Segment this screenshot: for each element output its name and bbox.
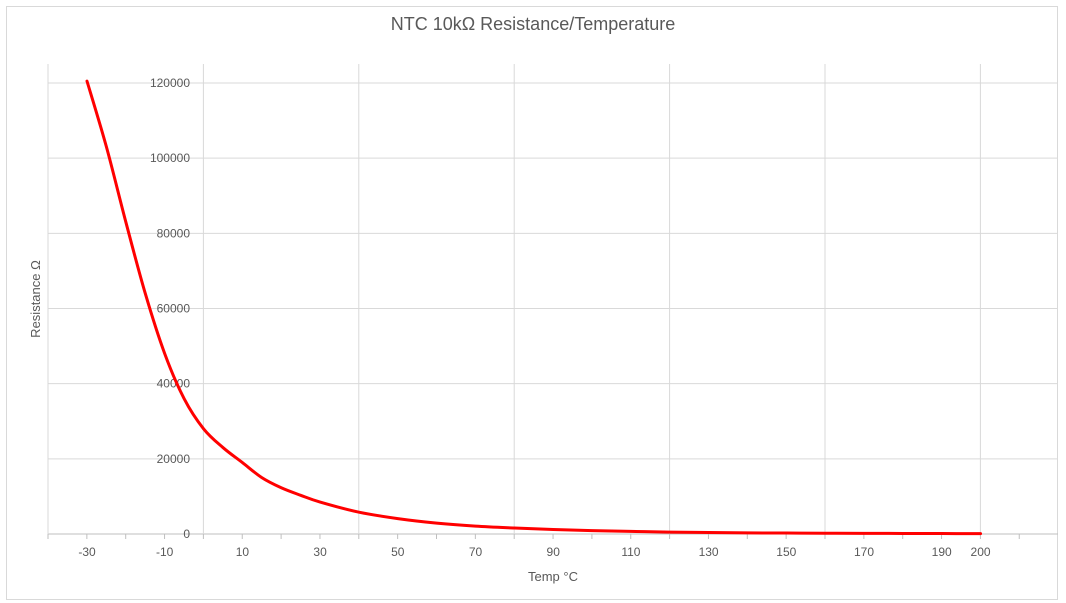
x-tick-label: 110: [621, 545, 640, 559]
y-tick-label: 20000: [157, 452, 191, 466]
y-tick-label: 40000: [157, 377, 191, 391]
x-tick-label: 200: [971, 545, 991, 559]
x-axis-title: Temp °C: [528, 569, 578, 584]
x-tick-label: 190: [932, 545, 952, 559]
x-tick-label: -10: [156, 545, 174, 559]
x-axis: -30 -10 10 30 50 70 90 110 130 150 170 190 200: [47, 534, 1020, 559]
x-tick-label: 70: [469, 545, 483, 559]
series-layer: [85, 79, 983, 536]
x-tick-label: 150: [776, 545, 796, 559]
x-tick-label: -30: [78, 545, 96, 559]
grid: [47, 64, 1058, 535]
x-tick-label: 90: [547, 545, 561, 559]
x-tick-label: 10: [236, 545, 250, 559]
chart-title: NTC 10kΩ Resistance/Temperature: [390, 14, 676, 34]
series-line: [85, 79, 983, 536]
x-tick-label: 30: [313, 545, 327, 559]
x-tick-label: 170: [854, 545, 874, 559]
y-tick-label: 80000: [157, 226, 191, 240]
x-tick-label: 50: [391, 545, 405, 559]
y-tick-label: 60000: [157, 302, 191, 316]
chart-frame: [6, 6, 1058, 600]
x-tick-label: 130: [699, 545, 719, 559]
y-tick-label: 100000: [150, 151, 190, 165]
y-tick-label: 0: [183, 527, 190, 541]
y-axis: 0 20000 40000 60000 80000 100000 120000: [150, 76, 190, 541]
y-tick-label: 120000: [150, 76, 190, 90]
y-axis-title: Resistance Ω: [28, 260, 43, 338]
